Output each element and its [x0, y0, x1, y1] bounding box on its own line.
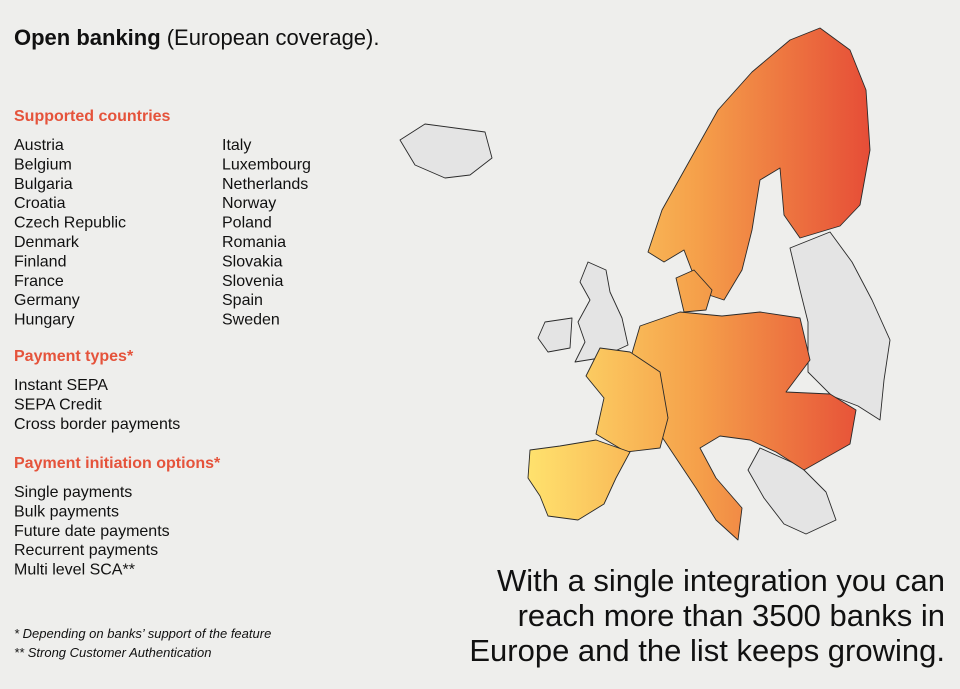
section-heading: Payment initiation options* [14, 455, 221, 472]
list-item: SEPA Credit [14, 396, 102, 413]
ireland [537, 317, 573, 353]
list-item: Cross border payments [14, 416, 180, 433]
tagline-line: reach more than 3500 banks in [518, 598, 945, 633]
list-item: Norway [222, 195, 276, 212]
great-britain [574, 261, 629, 363]
eastern-europe [789, 231, 891, 421]
list-item: Multi level SCA** [14, 562, 135, 579]
list-item: Romania [222, 234, 286, 251]
section-heading: Payment types* [14, 348, 134, 365]
list-item: Denmark [14, 234, 80, 251]
central-europe [629, 311, 857, 541]
list-item: Finland [14, 253, 66, 270]
list-item: Sweden [222, 312, 280, 329]
iberia [527, 439, 631, 521]
denmark [675, 269, 713, 313]
title: Open banking (European coverage). [14, 25, 379, 50]
list-item: Netherlands [222, 176, 308, 193]
list-item: Germany [14, 292, 80, 309]
list-item: Hungary [14, 312, 74, 329]
title-rest: (European coverage). [167, 25, 380, 50]
list-item: Single payments [14, 484, 132, 501]
tagline-line: With a single integration you can [497, 563, 945, 598]
footnote: ** Strong Customer Authentication [14, 645, 212, 660]
list-item: Slovakia [222, 253, 283, 270]
nordics [647, 27, 871, 301]
list-item: Bulk payments [14, 503, 119, 520]
list-item: Recurrent payments [14, 542, 158, 559]
list-item: Spain [222, 292, 263, 309]
list-item: France [14, 273, 64, 290]
list-item: Bulgaria [14, 176, 73, 193]
footnote: * Depending on banks’ support of the fea… [14, 626, 271, 641]
list-item: Belgium [14, 156, 72, 173]
list-item: Instant SEPA [14, 377, 108, 394]
section-heading: Supported countries [14, 108, 171, 125]
list-item: Croatia [14, 195, 66, 212]
france [585, 347, 669, 453]
europe-map [399, 27, 891, 541]
list-item: Austria [14, 137, 64, 154]
list-item: Poland [222, 215, 272, 232]
list-item: Luxembourg [222, 156, 311, 173]
title-bold: Open banking [14, 25, 161, 50]
list-item: Slovenia [222, 273, 283, 290]
iceland [399, 123, 493, 179]
list-item: Italy [222, 137, 251, 154]
list-item: Czech Republic [14, 215, 126, 232]
balkans [747, 447, 837, 535]
list-item: Future date payments [14, 523, 170, 540]
tagline-line: Europe and the list keeps growing. [469, 633, 945, 668]
